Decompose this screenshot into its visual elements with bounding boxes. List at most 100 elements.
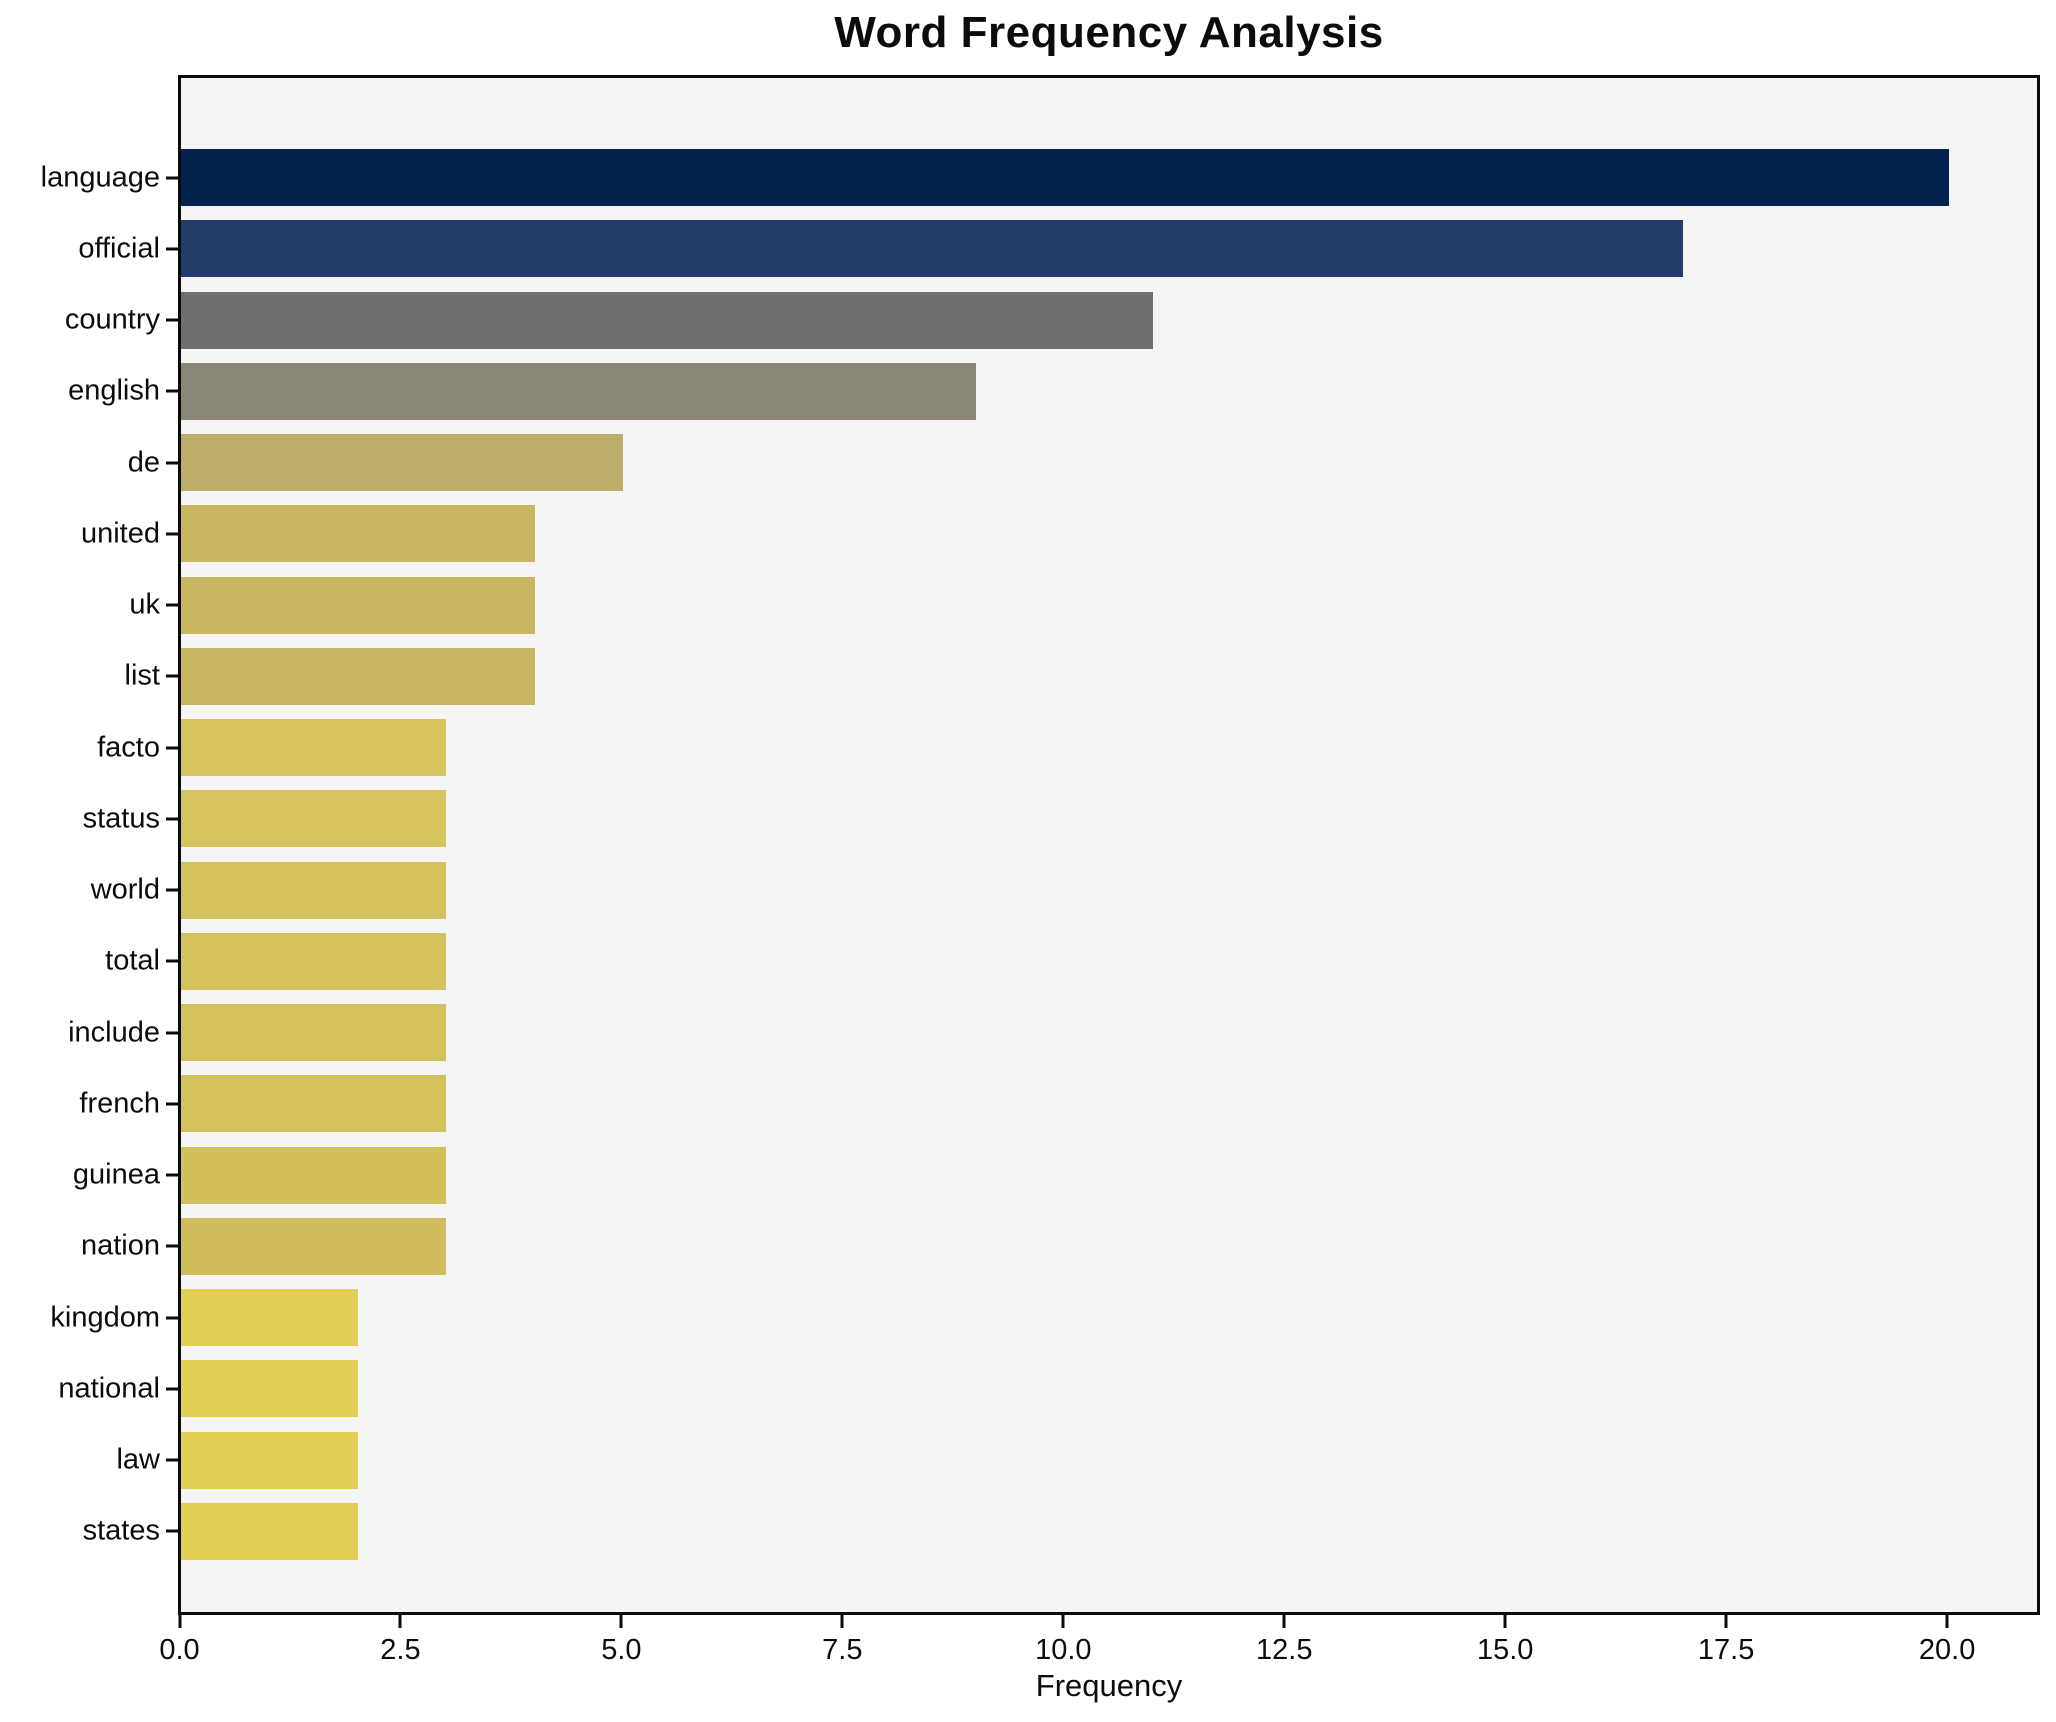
y-tick-label: language — [40, 161, 160, 194]
y-tick-mark — [166, 1387, 178, 1391]
bar-row: nation — [81, 1211, 2037, 1282]
bar-row: total — [105, 926, 2037, 997]
x-tick-mark — [1503, 1615, 1507, 1628]
y-tick-label: total — [105, 944, 160, 977]
bar-row: kingdom — [50, 1282, 2037, 1353]
x-tick-mark — [1945, 1615, 1949, 1628]
x-tick-label: 5.0 — [601, 1634, 642, 1666]
x-tick-label: 2.5 — [380, 1634, 421, 1666]
bar-rows: language official country english de united uk… — [41, 78, 2037, 1612]
y-tick-label: united — [80, 517, 160, 550]
y-tick-mark — [166, 318, 178, 322]
y-tick-label: uk — [129, 588, 160, 621]
y-tick-label: kingdom — [50, 1301, 160, 1334]
y-tick-label: include — [68, 1016, 160, 1049]
x-tick-mark — [840, 1615, 844, 1628]
bar-row: official — [78, 213, 2037, 284]
bar-row: language — [41, 142, 2037, 213]
x-tick-label: 17.5 — [1697, 1634, 1755, 1666]
bar-row: status — [83, 783, 2037, 854]
y-tick-label: list — [124, 659, 160, 692]
x-tick-label: 15.0 — [1476, 1634, 1534, 1666]
bar-national — [181, 1360, 358, 1418]
bar-nation — [181, 1217, 447, 1275]
bar-total — [181, 932, 447, 990]
chart-title: Word Frequency Analysis — [834, 8, 1384, 57]
y-tick-mark — [166, 746, 178, 750]
x-tick-mark — [398, 1615, 402, 1628]
bar-list — [181, 647, 535, 705]
bar-row: law — [116, 1425, 2037, 1496]
x-tick-mark — [1061, 1615, 1065, 1628]
y-tick-mark — [166, 461, 178, 465]
y-tick-label: guinea — [72, 1158, 160, 1191]
y-tick-mark — [166, 603, 178, 607]
y-tick-label: official — [78, 232, 160, 265]
y-tick-mark — [166, 1529, 178, 1533]
bar-states — [181, 1502, 358, 1560]
bar-row: united — [81, 498, 2037, 569]
y-tick-mark — [166, 247, 178, 251]
bar-language — [181, 149, 1949, 207]
x-tick-label: 7.5 — [822, 1634, 863, 1666]
x-axis-label: Frequency — [1035, 1668, 1183, 1703]
y-tick-mark — [166, 1316, 178, 1320]
y-tick-mark — [166, 1458, 178, 1462]
bar-united — [181, 505, 535, 563]
bar-uk — [181, 576, 535, 634]
bar-row: uk — [129, 570, 2037, 641]
y-tick-mark — [166, 1102, 178, 1106]
x-tick-mark — [178, 1615, 181, 1628]
x-tick-label: 12.5 — [1256, 1634, 1313, 1666]
y-tick-label: status — [82, 802, 160, 835]
y-tick-label: nation — [80, 1229, 160, 1262]
bar-kingdom — [181, 1289, 358, 1347]
bar-row: include — [68, 997, 2037, 1068]
bar-row: english — [68, 356, 2037, 427]
y-tick-mark — [166, 1244, 178, 1248]
bar-de — [181, 434, 623, 492]
y-tick-mark — [166, 959, 178, 963]
y-tick-label: states — [82, 1514, 160, 1547]
plot-area: language official country english de united uk… — [41, 75, 2040, 1615]
bar-world — [181, 861, 447, 919]
bar-guinea — [181, 1146, 447, 1204]
y-tick-label: english — [68, 374, 160, 407]
bar-facto — [181, 719, 447, 777]
x-tick-label: 20.0 — [1918, 1634, 1976, 1666]
bar-row: national — [58, 1353, 2037, 1424]
y-tick-mark — [166, 532, 178, 536]
y-tick-mark — [166, 389, 178, 393]
bar-row: guinea — [73, 1140, 2037, 1211]
y-tick-mark — [166, 1031, 178, 1035]
y-tick-mark — [166, 817, 178, 821]
bar-official — [181, 220, 1684, 278]
bar-row: list — [125, 641, 2037, 712]
bar-french — [181, 1075, 447, 1133]
y-tick-label: french — [79, 1087, 160, 1120]
bar-country — [181, 291, 1154, 349]
bar-row: country — [65, 285, 2037, 356]
bar-status — [181, 790, 447, 848]
x-tick-mark — [1724, 1615, 1728, 1628]
y-tick-label: law — [116, 1443, 160, 1476]
y-tick-mark — [166, 176, 178, 180]
y-tick-mark — [166, 888, 178, 892]
bar-include — [181, 1004, 447, 1062]
y-tick-label: facto — [97, 731, 160, 764]
x-tick-label: 10.0 — [1035, 1634, 1092, 1666]
x-tick-mark — [1282, 1615, 1286, 1628]
bar-row: world — [91, 855, 2037, 926]
x-axis: 0.0 2.5 5.0 7.5 10.0 12.5 15.0 17.5 20.0 — [159, 1612, 2040, 1722]
y-tick-label: de — [127, 446, 160, 479]
bar-law — [181, 1431, 358, 1489]
y-tick-label: country — [64, 303, 160, 336]
y-tick-label: national — [58, 1372, 160, 1405]
bar-row: facto — [97, 712, 2037, 783]
y-tick-label: world — [90, 873, 160, 906]
y-tick-mark — [166, 1173, 178, 1177]
bar-row: french — [79, 1068, 2037, 1139]
x-tick-mark — [619, 1615, 623, 1628]
x-tick-label: 0.0 — [159, 1634, 200, 1666]
